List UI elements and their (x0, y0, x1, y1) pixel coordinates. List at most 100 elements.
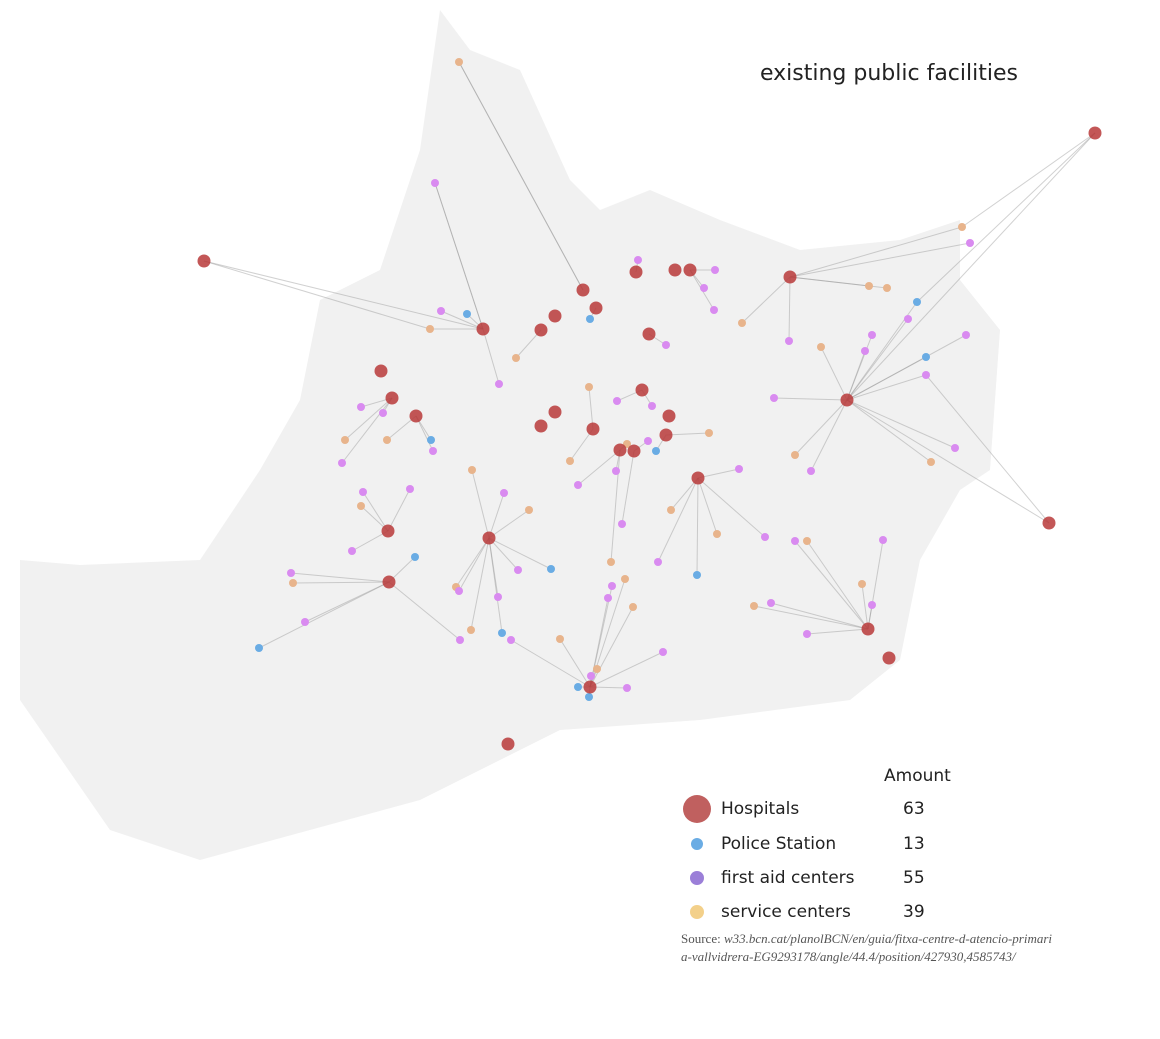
legend-amount: 55 (903, 868, 925, 888)
connection (867, 539, 884, 630)
connection (846, 399, 956, 449)
connection (846, 399, 932, 463)
first-aid-center (348, 547, 356, 555)
service-center (455, 58, 463, 66)
police-station (411, 553, 419, 561)
hospital (783, 270, 797, 284)
first-aid-center (659, 648, 667, 656)
connection (697, 468, 740, 479)
service-center (468, 466, 476, 474)
connection (846, 399, 1050, 524)
hospital (381, 524, 395, 538)
connection (806, 628, 869, 635)
hospital (501, 737, 515, 751)
connection (589, 651, 664, 688)
first-aid-center (922, 371, 930, 379)
connection (665, 432, 710, 436)
hospital (583, 680, 597, 694)
hospital (385, 391, 399, 405)
service-center (357, 502, 365, 510)
connection (789, 226, 963, 278)
connection (559, 638, 591, 688)
legend-amount: 63 (903, 799, 925, 819)
service-center (865, 282, 873, 290)
first-aid-center (654, 558, 662, 566)
first-aid-center (662, 341, 670, 349)
service-center (525, 506, 533, 514)
first-aid-center (700, 284, 708, 292)
hospital (629, 265, 643, 279)
connection (846, 356, 927, 401)
first-aid-center (612, 467, 620, 475)
first-aid-center (966, 239, 974, 247)
hospital (374, 364, 388, 378)
connection (488, 537, 519, 571)
service-center (556, 635, 564, 643)
first-aid-center (767, 599, 775, 607)
first-aid-center (711, 266, 719, 274)
connection (344, 397, 393, 441)
connection (753, 605, 869, 630)
connection (569, 428, 594, 462)
police-station (255, 644, 263, 652)
legend-label: service centers (721, 902, 851, 922)
first-aid-center (735, 465, 743, 473)
first-aid-center (429, 447, 437, 455)
police-station (922, 353, 930, 361)
connection (789, 242, 971, 278)
connection (788, 276, 791, 342)
connection (488, 537, 552, 570)
police-station (463, 310, 471, 318)
first-aid-center (791, 537, 799, 545)
first-aid-center (359, 488, 367, 496)
connection (697, 477, 766, 538)
connection (657, 477, 699, 563)
connection (588, 386, 594, 430)
hospital (613, 443, 627, 457)
connection (820, 346, 848, 401)
connection (577, 449, 621, 486)
first-aid-center (770, 394, 778, 402)
first-aid-center (904, 315, 912, 323)
hospital (861, 622, 875, 636)
first-aid-center (604, 594, 612, 602)
connection (203, 260, 484, 330)
service-center (383, 436, 391, 444)
legend-label: Hospitals (721, 799, 799, 819)
hospital (668, 263, 682, 277)
connection (846, 334, 873, 401)
first-aid-center (587, 672, 595, 680)
first-aid-center (618, 520, 626, 528)
connection (846, 318, 909, 401)
connection (621, 450, 635, 525)
service-center (341, 436, 349, 444)
service-center (289, 579, 297, 587)
first-aid-center (287, 569, 295, 577)
connection (292, 581, 390, 584)
legend-label: Police Station (721, 834, 836, 854)
first-aid-center (861, 347, 869, 355)
hospital (548, 405, 562, 419)
connection (470, 537, 490, 631)
connection (770, 602, 869, 630)
hospital (586, 422, 600, 436)
legend-amount: 13 (903, 834, 925, 854)
hospital (691, 471, 705, 485)
connections (203, 61, 1096, 698)
service-center (927, 458, 935, 466)
police-station (427, 436, 435, 444)
police-station (586, 315, 594, 323)
first-aid-center (379, 409, 387, 417)
first-aid-center (761, 533, 769, 541)
connection (697, 477, 718, 535)
connection (341, 397, 393, 464)
first-aid-center (357, 403, 365, 411)
first-aid-center (803, 630, 811, 638)
legend-swatch (690, 905, 704, 919)
first-aid-center (455, 587, 463, 595)
first-aid-center (951, 444, 959, 452)
connection (741, 276, 791, 324)
hospital (642, 327, 656, 341)
connection (916, 132, 1096, 303)
